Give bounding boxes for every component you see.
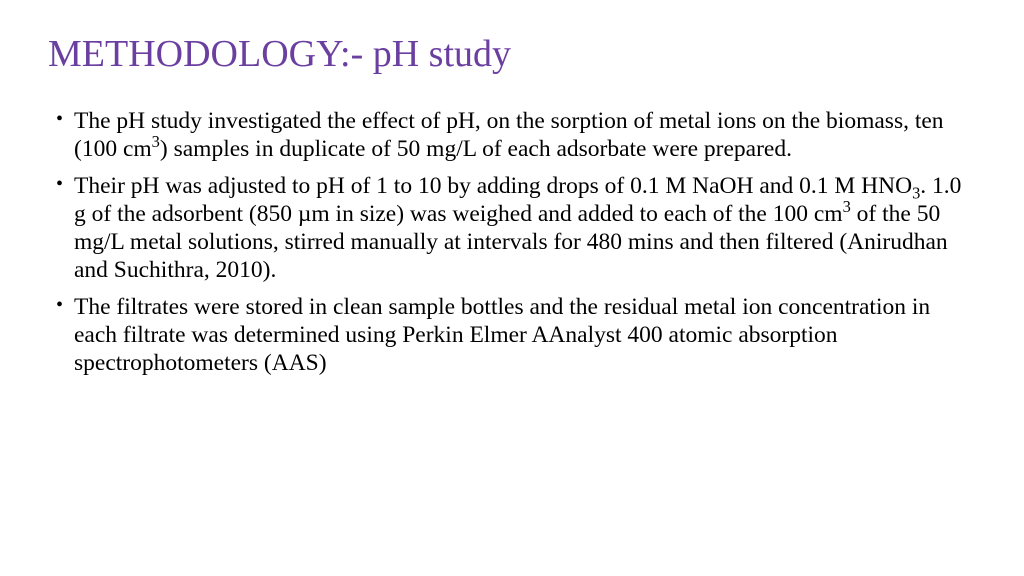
slide-title: METHODOLOGY:- pH study [48, 32, 976, 76]
bullet-item: The pH study investigated the effect of … [56, 108, 976, 163]
bullet-item: The filtrates were stored in clean sampl… [56, 294, 976, 377]
bullet-list: The pH study investigated the effect of … [48, 108, 976, 377]
bullet-item: Their pH was adjusted to pH of 1 to 10 b… [56, 173, 976, 284]
